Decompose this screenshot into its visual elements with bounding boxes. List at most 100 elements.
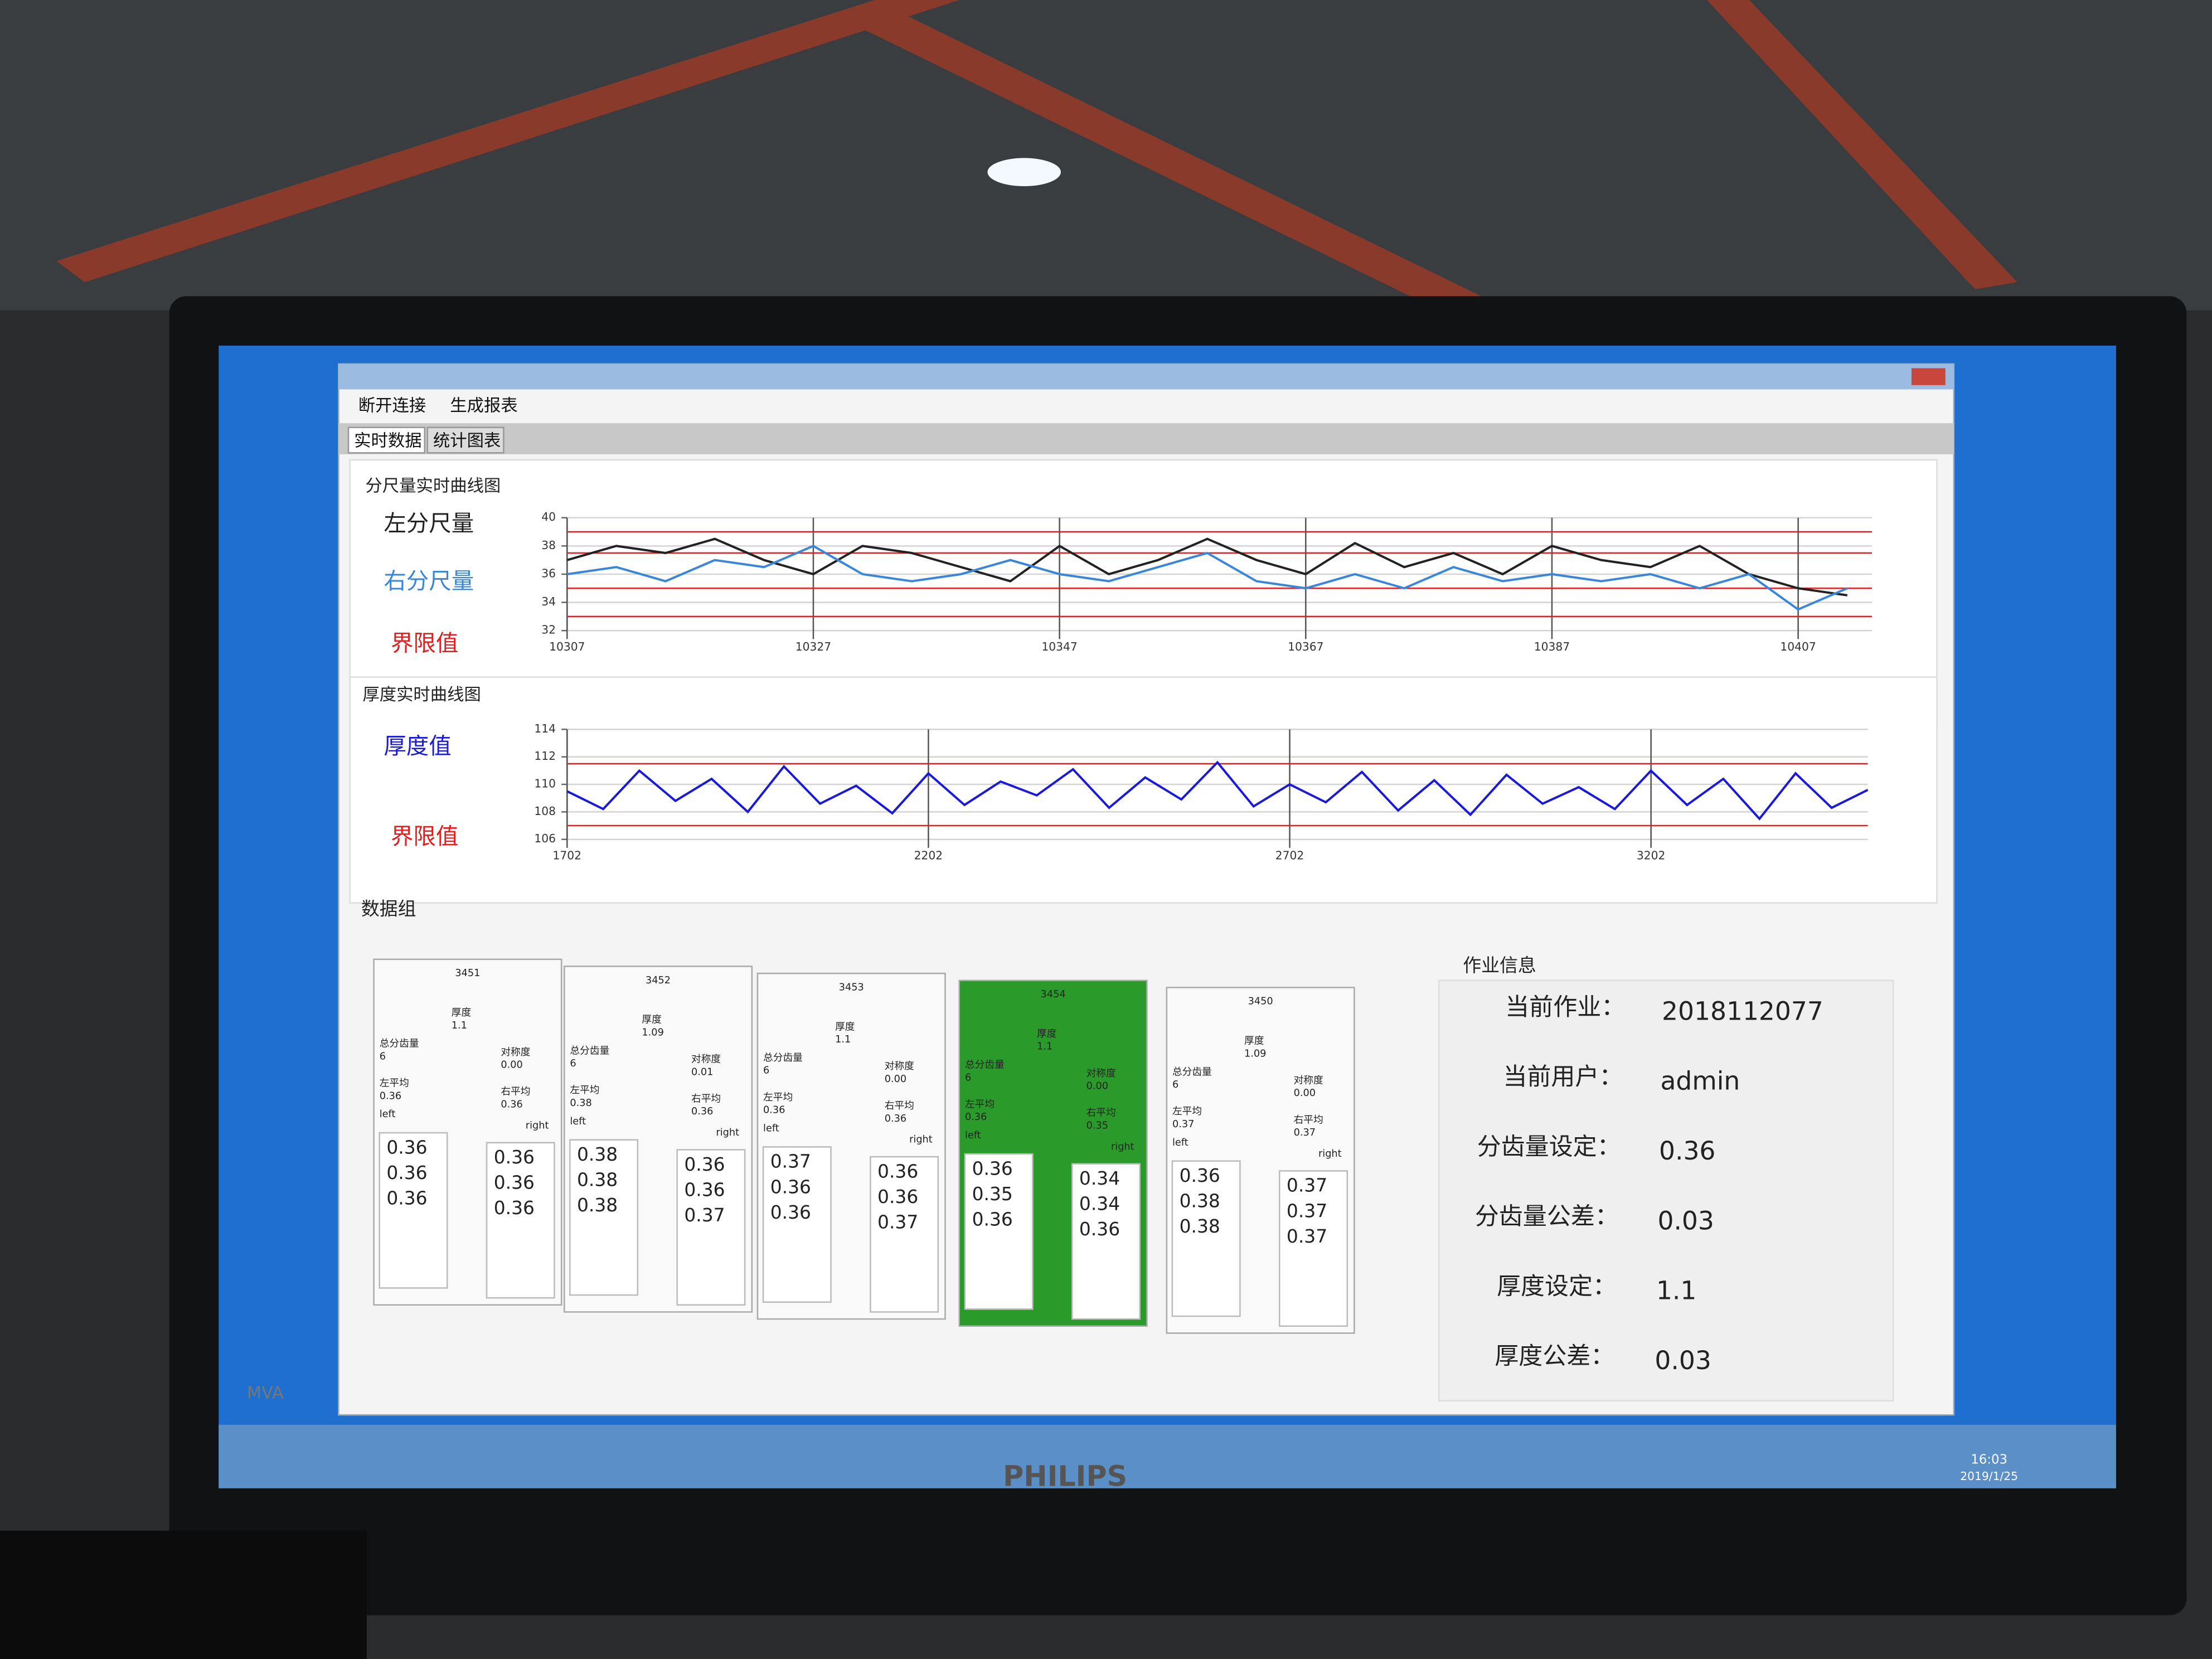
card-id: 3454	[1041, 989, 1066, 1000]
card-measure: 0.38	[1180, 1215, 1220, 1237]
card-value: 6	[570, 1058, 576, 1069]
card-value: 0.35	[1086, 1120, 1108, 1131]
card-measure: 0.36	[972, 1208, 1013, 1230]
value-box	[762, 1146, 832, 1303]
value-box	[870, 1156, 939, 1313]
job-value: 0.03	[1657, 1206, 1714, 1235]
card-label: 对称度	[691, 1053, 721, 1065]
card-label: 右平均	[691, 1093, 721, 1104]
menu-item[interactable]: 断开连接	[358, 396, 426, 415]
value-box	[1071, 1163, 1141, 1320]
monitor-badge: MVA	[247, 1384, 284, 1403]
card-value: 1.1	[835, 1034, 851, 1045]
card-label: 总分齿量	[965, 1059, 1005, 1071]
job-value: 0.03	[1655, 1346, 1711, 1375]
card-label: right	[1318, 1148, 1342, 1160]
card-label: right	[909, 1134, 933, 1146]
card-measure: 0.37	[1287, 1175, 1327, 1196]
groups-title: 数据组	[361, 898, 416, 920]
chart-title: 厚度实时曲线图	[362, 685, 481, 705]
card-value: 0.36	[380, 1090, 401, 1102]
series-line	[566, 537, 1848, 596]
card-value: 0.01	[691, 1066, 713, 1078]
x-tick-label: 2202	[914, 849, 943, 862]
card-measure: 0.36	[770, 1176, 811, 1197]
monitor-brand: PHILIPS	[1003, 1460, 1127, 1493]
card-value: 0.36	[763, 1105, 785, 1116]
card-measure: 0.38	[577, 1194, 618, 1216]
card-measure: 0.36	[684, 1178, 725, 1200]
menu-item[interactable]: 生成报表	[450, 396, 517, 415]
title-bar	[338, 363, 1954, 390]
card-measure: 0.36	[494, 1146, 535, 1168]
card-label: 左平均	[570, 1084, 599, 1096]
value-box	[964, 1153, 1034, 1310]
card-label: 右平均	[885, 1100, 914, 1112]
card-label: 厚度	[1244, 1035, 1264, 1047]
card-label: 右平均	[501, 1086, 530, 1098]
job-label: 分齿量公差：	[1475, 1203, 1619, 1231]
tab-label[interactable]: 实时数据	[354, 431, 421, 451]
card-measure: 0.34	[1079, 1167, 1120, 1189]
legend-label: 右分尺量	[384, 567, 474, 594]
job-value: 0.36	[1659, 1136, 1715, 1166]
card-label: right	[526, 1120, 549, 1131]
card-value: 0.36	[965, 1112, 987, 1123]
beam	[56, 0, 959, 283]
card-label: 右平均	[1086, 1107, 1116, 1119]
job-value: 2018112077	[1662, 996, 1823, 1026]
taskbar	[219, 1424, 2116, 1488]
card-value: 0.00	[1294, 1088, 1316, 1099]
card-label: 左平均	[763, 1092, 793, 1103]
x-tick-label: 2702	[1275, 849, 1304, 862]
card-label: left	[965, 1130, 981, 1141]
value-box	[1279, 1170, 1348, 1327]
card-value: 0.38	[570, 1098, 591, 1109]
card-label: left	[1172, 1137, 1189, 1148]
job-label: 分齿量设定：	[1477, 1133, 1621, 1161]
y-tick-label: 114	[534, 722, 556, 735]
card-id: 3450	[1248, 996, 1273, 1007]
x-tick-label: 10367	[1288, 640, 1323, 653]
x-tick-label: 10327	[795, 640, 831, 653]
card-label: 厚度	[642, 1014, 662, 1026]
card-measure: 0.36	[1079, 1218, 1120, 1240]
card-label: 厚度	[835, 1021, 855, 1032]
legend-label: 左分尺量	[384, 510, 474, 536]
card-measure: 0.37	[1287, 1225, 1327, 1247]
card-label: 对称度	[501, 1046, 530, 1058]
clock-date: 2019/1/25	[1960, 1469, 2018, 1483]
card-label: 右平均	[1294, 1114, 1323, 1126]
card-measure: 0.36	[877, 1160, 918, 1182]
card-measure: 0.36	[1180, 1165, 1220, 1186]
value-box	[569, 1139, 639, 1296]
card-value: 0.37	[1294, 1127, 1316, 1138]
value-box	[676, 1149, 746, 1306]
card-value: 0.00	[885, 1074, 906, 1085]
legend-label: 厚度值	[384, 733, 451, 759]
card-label: 对称度	[1294, 1074, 1323, 1086]
y-tick-label: 112	[534, 749, 556, 763]
y-tick-label: 40	[541, 510, 556, 523]
close-button[interactable]	[1911, 368, 1946, 385]
card-id: 3452	[646, 975, 671, 986]
card-value: 0.00	[1086, 1081, 1108, 1092]
tab-label[interactable]: 统计图表	[433, 431, 501, 451]
card-id: 3453	[839, 982, 864, 993]
card-measure: 0.36	[494, 1197, 535, 1219]
card-measure: 0.36	[877, 1186, 918, 1207]
card-label: 左平均	[380, 1078, 409, 1089]
tab[interactable]	[347, 426, 425, 454]
chart2-panel	[349, 676, 1938, 904]
card-label: 总分齿量	[570, 1045, 609, 1056]
card-label: right	[716, 1127, 739, 1138]
legend-label: 界限值	[391, 823, 458, 850]
card-measure: 0.37	[877, 1211, 918, 1233]
card-value: 0.36	[885, 1113, 906, 1124]
legend-label: 界限值	[391, 629, 458, 656]
tab[interactable]	[426, 426, 505, 454]
y-tick-label: 38	[541, 539, 556, 552]
y-tick-label: 32	[541, 623, 556, 637]
